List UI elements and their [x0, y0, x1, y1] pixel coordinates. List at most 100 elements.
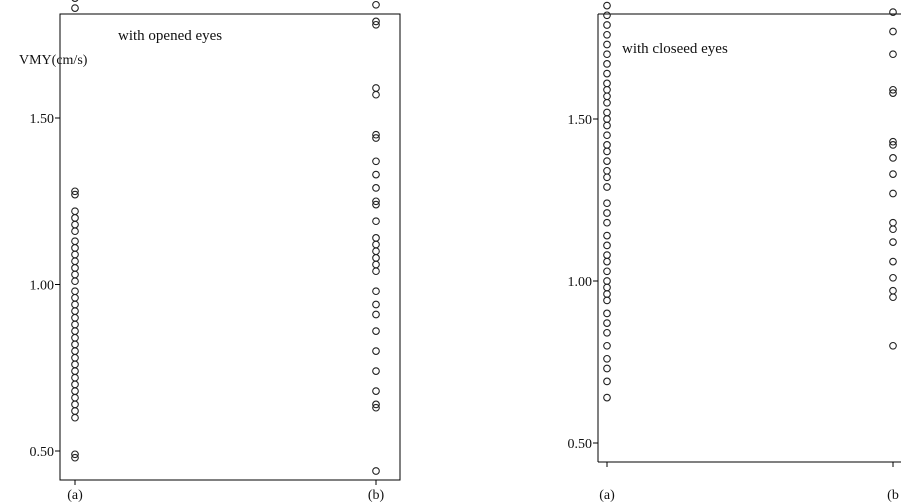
data-point	[603, 115, 611, 123]
data-point	[71, 0, 79, 2]
data-point	[603, 60, 611, 68]
data-point	[889, 27, 897, 36]
data-point	[71, 353, 79, 362]
data-point	[71, 333, 79, 342]
data-point	[372, 84, 380, 92]
data-point	[603, 21, 611, 29]
y-tick-label: 1.00	[568, 275, 593, 290]
y-tick-label: 1.00	[30, 279, 55, 294]
x-tick-label: (b	[887, 488, 899, 503]
data-point	[71, 387, 79, 395]
data-point	[372, 403, 380, 412]
data-point	[603, 183, 611, 191]
y-tick-label: 1.50	[30, 112, 55, 127]
data-point	[71, 320, 79, 329]
data-point	[603, 85, 611, 94]
data-point	[603, 157, 611, 165]
data-point	[603, 377, 611, 386]
data-points	[71, 0, 380, 475]
data-point	[372, 184, 380, 192]
x-axis: (a) (b	[599, 462, 899, 503]
x-tick-label: (b)	[368, 488, 385, 503]
data-point	[603, 98, 611, 107]
data-point	[71, 307, 79, 315]
data-point	[372, 287, 380, 296]
data-point	[372, 347, 380, 355]
data-point	[603, 393, 611, 402]
data-point	[372, 240, 380, 249]
data-point	[372, 200, 380, 209]
data-point	[889, 293, 897, 302]
opened-eyes-panel: with opened eyes VMY(cm/s) 0.501.001.502…	[19, 0, 401, 503]
data-point	[603, 231, 611, 240]
data-point	[71, 250, 79, 259]
data-point	[372, 0, 380, 9]
data-point	[603, 364, 611, 373]
data-point	[603, 69, 611, 78]
data-point	[603, 11, 611, 20]
data-point	[603, 209, 611, 217]
x-axis: (a) (b)	[67, 480, 384, 503]
y-tick-label: 1.50	[568, 113, 593, 128]
y-tick-label: 0.50	[568, 437, 593, 452]
data-point	[889, 8, 897, 16]
data-point	[603, 354, 611, 363]
data-point	[889, 50, 897, 59]
data-point	[372, 400, 380, 409]
data-point	[71, 257, 79, 266]
data-point	[71, 4, 79, 12]
y-axis: 0.501.001.502.002.503.00	[30, 112, 60, 460]
y-axis: 0.501.001.502.002.503.00	[568, 113, 598, 452]
data-point	[71, 207, 79, 216]
data-point	[71, 220, 79, 229]
data-point	[372, 300, 380, 309]
y-axis-label: VMY(cm/s)	[19, 53, 88, 68]
data-point	[603, 108, 611, 117]
data-point	[71, 367, 79, 375]
data-point	[372, 90, 380, 99]
x-tick-label: (a)	[599, 488, 615, 503]
data-point	[372, 367, 380, 375]
data-point	[372, 254, 380, 262]
data-point	[603, 309, 611, 318]
data-point	[71, 270, 79, 279]
data-point	[603, 199, 611, 208]
data-point	[603, 241, 611, 250]
data-point	[71, 340, 79, 349]
data-point	[372, 134, 380, 142]
data-point	[71, 277, 79, 286]
data-point	[71, 327, 79, 335]
data-point	[372, 157, 380, 166]
data-point	[71, 413, 79, 422]
data-point	[372, 260, 380, 269]
data-point	[71, 287, 79, 296]
data-point	[889, 170, 897, 178]
data-point	[71, 244, 79, 252]
data-point	[889, 257, 897, 266]
data-point	[71, 313, 79, 322]
data-point	[889, 141, 897, 149]
data-point	[889, 341, 897, 350]
data-point	[889, 89, 897, 97]
data-point	[372, 130, 380, 139]
data-point	[372, 247, 380, 256]
data-point	[603, 267, 611, 276]
data-point	[603, 283, 611, 292]
data-point	[372, 267, 380, 276]
data-point	[603, 79, 611, 88]
data-point	[372, 170, 380, 179]
data-point	[603, 257, 611, 266]
data-point	[603, 121, 611, 130]
panel-annotation: with opened eyes	[118, 28, 222, 44]
data-point	[372, 310, 380, 319]
data-point	[71, 293, 79, 302]
y-tick-label: 0.50	[30, 445, 55, 460]
data-point	[889, 189, 897, 198]
data-point	[71, 373, 79, 382]
data-point	[71, 360, 79, 369]
data-point	[71, 450, 79, 459]
data-point	[603, 218, 611, 227]
data-point	[889, 225, 897, 234]
data-point	[603, 341, 611, 350]
